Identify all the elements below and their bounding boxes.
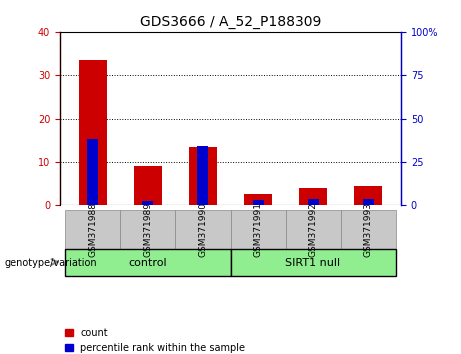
Bar bbox=[299, 188, 327, 205]
Bar bbox=[79, 60, 106, 205]
Bar bbox=[142, 201, 154, 205]
Text: GSM371989: GSM371989 bbox=[143, 202, 153, 257]
Text: GSM371991: GSM371991 bbox=[254, 202, 262, 257]
Text: SIRT1 null: SIRT1 null bbox=[285, 258, 341, 268]
Text: GSM371990: GSM371990 bbox=[199, 202, 207, 257]
Bar bbox=[244, 194, 272, 205]
Bar bbox=[355, 186, 382, 205]
Text: GSM371993: GSM371993 bbox=[364, 202, 372, 257]
Bar bbox=[197, 146, 208, 205]
Text: GSM371988: GSM371988 bbox=[89, 202, 97, 257]
Bar bbox=[88, 138, 99, 205]
Title: GDS3666 / A_52_P188309: GDS3666 / A_52_P188309 bbox=[140, 16, 321, 29]
Bar bbox=[285, 210, 341, 249]
Bar bbox=[341, 210, 396, 249]
Text: control: control bbox=[129, 258, 167, 268]
Bar bbox=[307, 199, 319, 205]
Bar bbox=[253, 200, 264, 205]
Bar bbox=[362, 199, 373, 205]
Bar bbox=[120, 210, 176, 249]
Text: GSM371992: GSM371992 bbox=[308, 202, 318, 257]
Bar bbox=[189, 147, 217, 205]
Bar bbox=[65, 249, 230, 276]
Bar bbox=[176, 210, 230, 249]
Bar bbox=[65, 210, 120, 249]
Bar bbox=[230, 249, 396, 276]
Bar bbox=[230, 210, 285, 249]
Legend: count, percentile rank within the sample: count, percentile rank within the sample bbox=[65, 328, 245, 353]
Text: genotype/variation: genotype/variation bbox=[5, 258, 97, 268]
Bar bbox=[134, 166, 162, 205]
